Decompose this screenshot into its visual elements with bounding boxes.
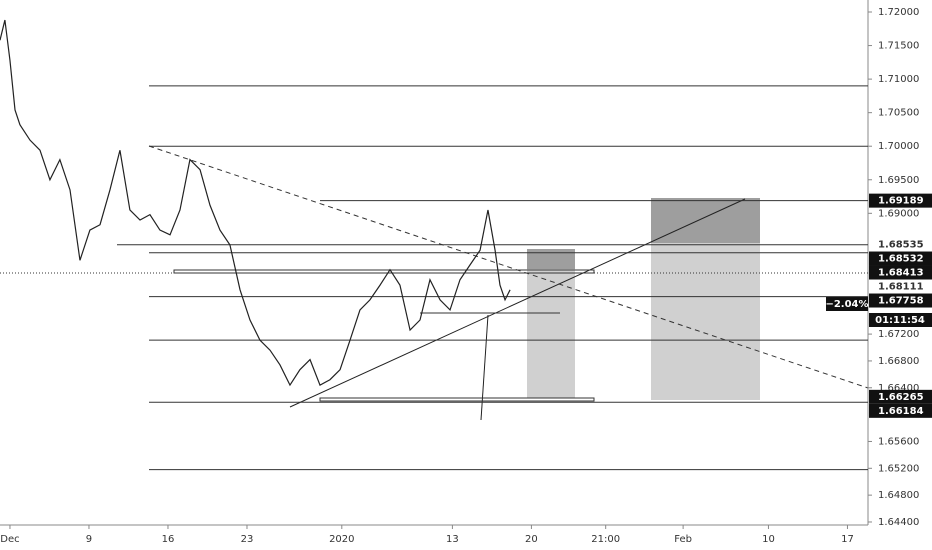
x-tick-label: 9 [86, 534, 92, 545]
price-label-bg [869, 265, 932, 280]
y-tick-label: 1.64800 [878, 490, 919, 501]
drawings [148, 145, 869, 421]
price-label-text: 1.66184 [878, 406, 924, 417]
x-tick-label: 13 [446, 534, 459, 545]
y-tick-label: 1.71000 [878, 74, 919, 85]
price-label-bg [869, 251, 932, 266]
y-tick-label: 1.69000 [878, 208, 919, 219]
y-tick-label: 1.70500 [878, 108, 919, 119]
price-label-text: 1.69189 [878, 196, 924, 207]
price-label: 1.67758 [869, 293, 932, 308]
x-tick-label: 2020 [329, 534, 354, 545]
price-label: 1.68535 [878, 240, 924, 251]
y-tick-label: 1.66400 [878, 383, 919, 394]
zone [319, 397, 595, 402]
x-tick-label: Feb [674, 534, 692, 545]
y-tick-label: 1.72000 [878, 7, 919, 18]
price-label-text: 1.68535 [878, 240, 924, 251]
price-line [0, 19, 511, 387]
dashed-trend [148, 145, 869, 389]
x-tick-label: 17 [841, 534, 854, 545]
y-tick-label: 1.64400 [878, 517, 919, 528]
change-box: −2.04% [825, 297, 869, 311]
price-label-text: 1.68111 [878, 282, 924, 293]
x-tick-label: 23 [241, 534, 254, 545]
y-tick-label: 1.70000 [878, 141, 919, 152]
y-tick-label: 1.66800 [878, 356, 919, 367]
price-label-text: 1.68532 [878, 254, 924, 265]
price-label: 1.68413 [869, 265, 932, 280]
x-tick-label: 16 [162, 534, 175, 545]
price-label: 1.66265 [869, 389, 932, 404]
y-tick-label: 1.65200 [878, 463, 919, 474]
x-tick-label: 21:00 [591, 534, 620, 545]
y-tick-label: 1.65600 [878, 436, 919, 447]
box [651, 243, 760, 400]
countdown-box: 01:11:54 [869, 313, 932, 327]
price-label-bg [869, 403, 932, 418]
price-label: 1.69189 [869, 193, 932, 208]
price-label-text: 1.67758 [878, 296, 924, 307]
y-tick-label: 1.71500 [878, 41, 919, 52]
y-tick-label: 1.67200 [878, 329, 919, 340]
trend-line [289, 198, 746, 408]
price-label-bg [869, 293, 932, 308]
change-bg [826, 297, 868, 311]
box [527, 249, 575, 269]
x-tick-label: 10 [762, 534, 775, 545]
countdown-bg [869, 313, 932, 327]
price-label-bg [869, 389, 932, 404]
box [651, 198, 760, 243]
price-label-text: 1.66265 [878, 392, 924, 403]
price-label-bg [869, 193, 932, 208]
y-tick-label: 1.69500 [878, 175, 919, 186]
price-label: 1.66184 [869, 403, 932, 418]
price-label-text: 1.68413 [878, 268, 924, 279]
x-tick-label: 20 [525, 534, 538, 545]
price-label: 1.68111 [878, 282, 924, 293]
price-label: 1.68532 [869, 251, 932, 266]
box [527, 269, 575, 398]
change-label: −2.04% [825, 299, 868, 310]
countdown-label: 01:11:54 [875, 315, 925, 326]
x-tick-label: Dec [0, 534, 19, 545]
